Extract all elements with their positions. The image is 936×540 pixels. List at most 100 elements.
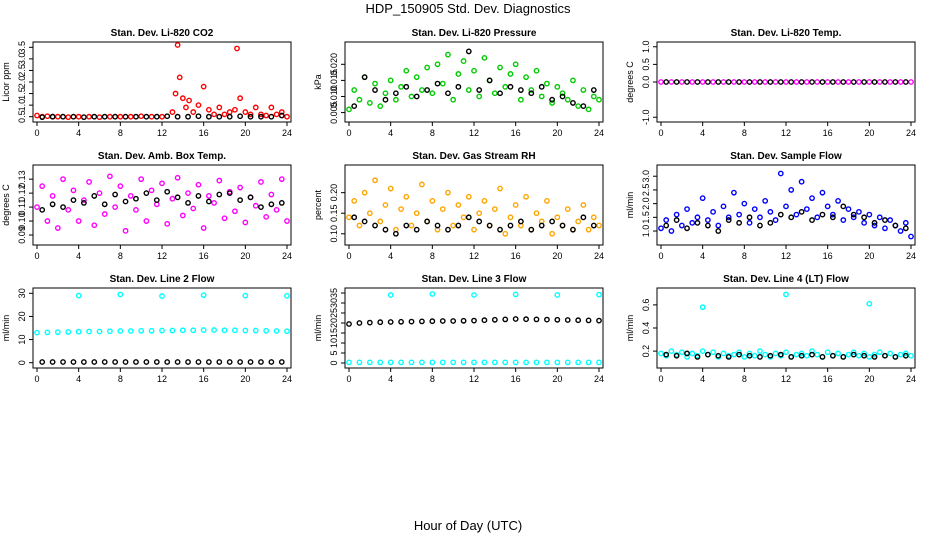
y-tick-label: 20 [17, 311, 27, 321]
data-point [523, 316, 529, 323]
data-point [65, 114, 72, 121]
y-tick-label: 0.10 [329, 225, 339, 243]
data-point [824, 349, 831, 356]
data-point [767, 208, 774, 215]
data-point [793, 211, 800, 218]
data-point [658, 350, 664, 357]
x-tick-label: 12 [469, 251, 479, 261]
data-point [377, 319, 384, 326]
data-point [398, 359, 404, 366]
data-point [159, 293, 165, 299]
y-tick-label: 0.5 [641, 58, 651, 71]
data-point [49, 201, 56, 208]
data-point [684, 354, 690, 360]
data-point [850, 349, 857, 356]
x-tick-label: 8 [742, 251, 747, 261]
data-point [366, 100, 373, 106]
data-point [840, 203, 847, 210]
data-point [570, 226, 576, 233]
data-point [751, 79, 758, 85]
data-point [554, 359, 561, 366]
data-point [850, 214, 857, 221]
data-point [736, 79, 743, 85]
panel-title: Stan. Dev. Line 2 Flow [110, 274, 215, 285]
data-point [757, 214, 763, 221]
data-point [835, 79, 841, 85]
x-tick-label: 12 [781, 128, 791, 138]
x-tick-label: 12 [781, 374, 791, 384]
data-point [689, 350, 696, 357]
data-point [528, 87, 535, 93]
data-point [861, 350, 868, 357]
y-tick-label: 0.0 [641, 76, 651, 89]
data-point [757, 79, 763, 85]
data-point [439, 318, 446, 324]
x-tick-label: 16 [199, 128, 209, 138]
data-point [866, 79, 873, 85]
panel-title: Stan. Dev. Gas Stream RH [412, 151, 535, 162]
data-point [122, 227, 129, 234]
data-point [247, 113, 254, 120]
data-point [523, 74, 529, 81]
y-axis-label: ml/min [313, 315, 323, 342]
data-point [86, 179, 92, 185]
x-tick-label: 8 [430, 374, 435, 384]
data-point [200, 327, 207, 333]
data-point [549, 230, 556, 237]
data-point [559, 222, 566, 229]
data-point [710, 349, 716, 356]
data-point [486, 222, 493, 229]
data-point [793, 79, 800, 85]
data-point [523, 193, 529, 200]
data-point [882, 352, 888, 359]
series-all [34, 173, 290, 234]
data-point [704, 222, 711, 229]
data-point [897, 228, 904, 234]
data-point [590, 87, 597, 93]
x-tick-label: 0 [346, 251, 351, 261]
data-point [491, 90, 498, 97]
data-point [673, 211, 680, 218]
data-point [351, 197, 358, 204]
data-point [814, 79, 821, 85]
data-point [445, 226, 451, 233]
data-point [554, 316, 561, 323]
x-tick-label: 4 [76, 374, 81, 384]
x-tick-label: 12 [469, 374, 479, 384]
data-point [663, 79, 670, 85]
data-point [476, 87, 483, 93]
data-point [538, 83, 545, 90]
panel-6: Stan. Dev. Sample Flow ml/min 0 4 8 12 16 20 24 1… [625, 151, 916, 261]
y-tick-label: 0 [17, 360, 27, 365]
data-point [663, 217, 670, 223]
data-point [247, 359, 254, 365]
data-point [127, 328, 134, 334]
data-point [689, 79, 696, 85]
series-hourly [39, 188, 285, 213]
data-point [143, 113, 150, 120]
data-point [897, 79, 904, 85]
data-point [840, 217, 847, 223]
data-point [741, 200, 748, 207]
y-tick-label: 0.20 [329, 184, 339, 202]
data-point [372, 177, 378, 184]
data-point [476, 218, 483, 225]
panel-title: Stan. Dev. Amb. Box Temp. [98, 151, 226, 162]
panel-8: Stan. Dev. Line 3 Flow ml/min 0 4 8 12 16 20 24 0… [313, 274, 604, 384]
plot-frame [656, 164, 916, 246]
figure-title: HDP_150905 Std. Dev. Diagnostics [365, 1, 571, 16]
data-point [699, 195, 706, 202]
data-point [731, 189, 737, 196]
y-tick-label: 0.4 [641, 322, 651, 335]
data-point [892, 354, 899, 360]
data-point [60, 176, 66, 183]
data-point [658, 79, 664, 85]
series-hourly [346, 316, 602, 327]
panel-title: Stan. Dev. Li-820 Temp. [731, 28, 842, 39]
data-point [757, 222, 763, 229]
data-point [882, 79, 888, 85]
data-point [117, 328, 124, 334]
x-tick-label: 4 [388, 251, 393, 261]
data-point [767, 352, 774, 359]
data-point [902, 350, 909, 357]
